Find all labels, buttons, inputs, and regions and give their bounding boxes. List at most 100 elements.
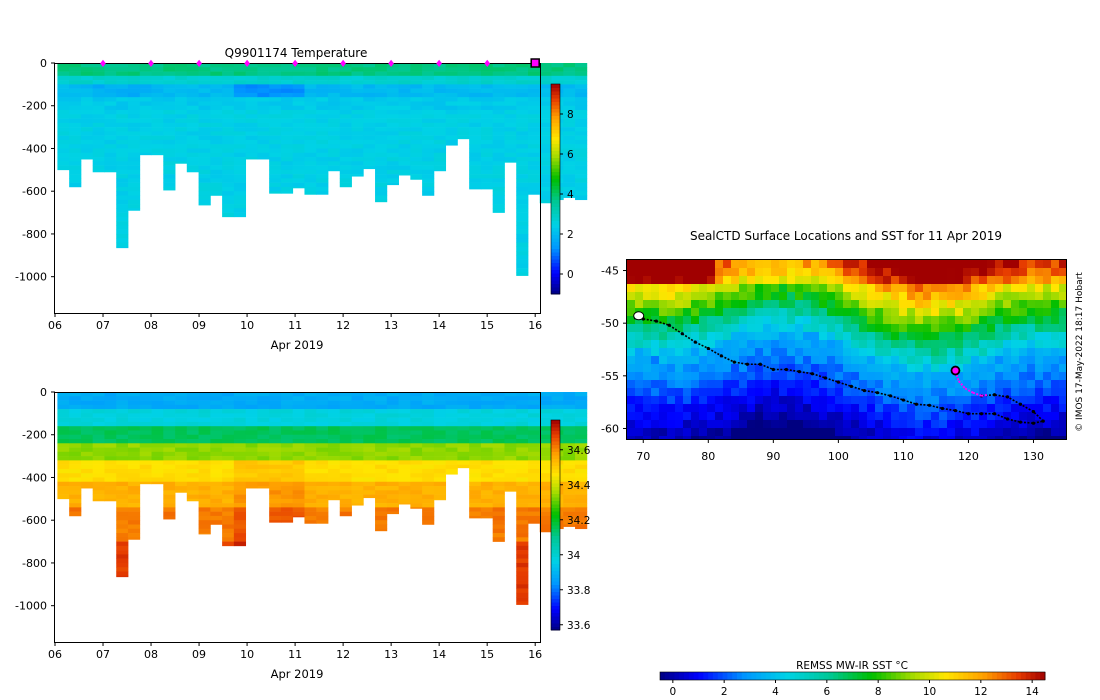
sst-cell [731,316,740,325]
profile-cell [398,67,411,72]
sst-cell [1043,356,1052,365]
profile-cell [457,443,470,448]
sst-cell [683,316,692,325]
profile-cell [57,139,70,145]
profile-cell [245,421,258,427]
profile-cell [339,152,352,158]
profile-cell [375,404,388,410]
sst-cell [875,308,884,317]
profile-cell [127,195,141,201]
profile-cell [563,464,576,470]
profile-cell [245,67,258,72]
profile-cell [210,430,223,436]
sst-cell [771,436,780,440]
colorbar-segment [551,115,560,120]
profile-cell [222,152,235,158]
sst-colorbar-tick-label: 0 [669,686,676,698]
sst-cell [835,324,844,333]
sst-cell [659,420,668,429]
profile-cell [69,464,82,470]
profile-cell [198,417,211,423]
profile-cell [198,503,211,508]
sst-cell [691,404,700,413]
sst-cell [947,436,956,440]
profile-cell [127,178,141,183]
profile-cell [280,404,294,410]
profile-cell [210,75,223,81]
profile-cell [104,417,117,423]
sst-cell [1003,356,1012,365]
profile-cell [280,71,294,77]
profile-cell [422,486,435,491]
track-segment [786,368,800,373]
sst-cell [827,300,836,309]
profile-cell [127,515,141,521]
sst-cell [1043,292,1052,301]
profile-cell [222,511,235,517]
sst-cell [1035,372,1044,381]
profile-cell [116,404,129,410]
sst-cell [1003,436,1012,440]
sst-cell [915,412,924,421]
colorbar-segment [551,619,560,624]
sst-cell [875,356,884,365]
profile-cell [539,528,552,533]
profile-cell [69,409,82,414]
profile-cell [80,434,94,440]
profile-cell [539,434,552,440]
profile-cell [363,88,376,94]
profile-cell [210,105,223,111]
profile-cell [575,430,588,436]
profile-cell [351,413,364,418]
profile-cell [480,400,494,406]
profile-cell [245,152,258,158]
profile-cell [127,503,141,508]
profile-cell [57,161,70,166]
profile-cell [469,507,482,512]
profile-cell [186,409,199,414]
sst-cell [883,364,892,373]
profile-cell [469,392,482,397]
profile-cell [386,114,399,119]
profile-cell [292,97,305,102]
profile-cell [339,503,352,508]
profile-cell [563,468,576,474]
sst-cell [843,316,852,325]
profile-cell [163,443,176,448]
profile-cell [116,204,129,209]
sst-colorbar-segment [1040,672,1046,680]
profile-cell [210,174,223,179]
profile-cell [57,88,70,94]
sst-cell [675,340,684,349]
profile-cell [292,481,305,487]
profile-cell [398,92,411,98]
profile-cell [80,417,94,423]
profile-cell [316,430,329,436]
sst-cell [747,340,756,349]
profile-cell [351,169,364,175]
profile-cell [539,490,552,495]
profile-cell [469,451,482,457]
profile-cell [210,110,223,115]
profile-cell [351,144,364,149]
profile-cell [480,122,494,128]
sst-cell [787,348,796,357]
track-segment [734,361,748,366]
sst-cell [707,340,716,349]
sst-cell [1043,284,1052,293]
profile-cell [398,451,411,457]
sst-cell [955,412,964,421]
sst-cell [667,404,676,413]
sst-cell [643,276,652,285]
profile-cell [257,417,270,423]
profile-cell [292,105,305,111]
profile-cell [163,511,176,517]
sst-cell [739,436,748,440]
profile-cell [375,528,388,532]
profile-cell [316,421,329,427]
profile-cell [528,503,541,508]
profile-cell [504,443,517,448]
sst-cell [1035,284,1044,293]
sst-cell [915,348,924,357]
profile-cell [316,101,329,107]
